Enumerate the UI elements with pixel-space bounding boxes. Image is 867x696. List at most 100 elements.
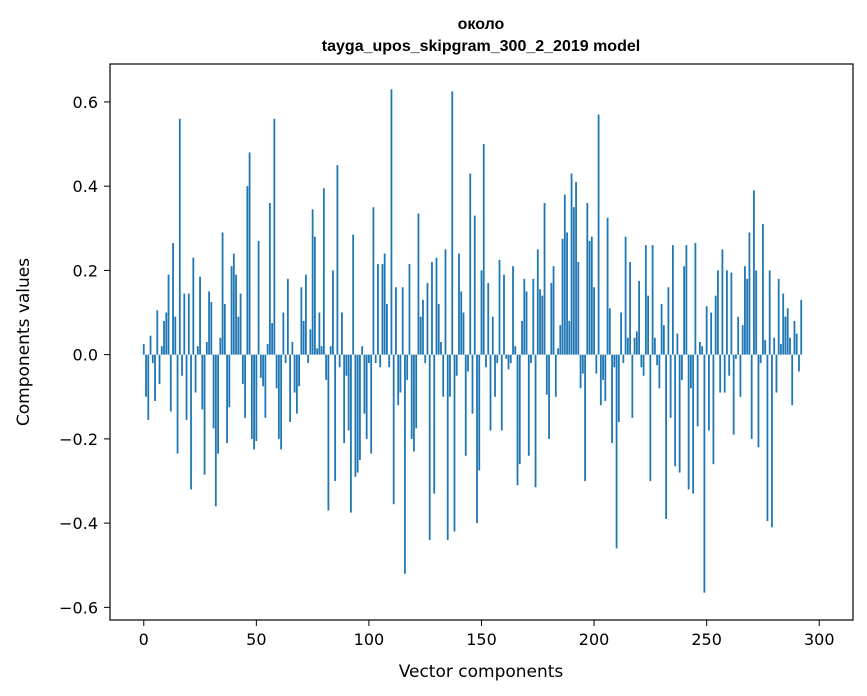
bar [629, 261, 631, 355]
bar [280, 354, 283, 450]
bar [316, 348, 319, 355]
x-tick-label: 300 [804, 630, 835, 649]
bar [228, 354, 231, 408]
bar [295, 354, 298, 414]
bar [192, 257, 195, 355]
bar [705, 306, 708, 355]
bar [640, 354, 643, 368]
bar [201, 354, 204, 410]
bar [379, 354, 382, 368]
bar [764, 339, 767, 355]
bar [284, 354, 287, 364]
bar [221, 232, 224, 355]
bar [653, 337, 656, 355]
bar [543, 203, 546, 355]
bar [635, 331, 638, 355]
bar [347, 354, 350, 431]
bar [275, 354, 278, 389]
x-tick-label: 250 [691, 630, 722, 649]
bar [386, 304, 388, 355]
bar [602, 354, 604, 380]
bar [417, 213, 420, 355]
bar [370, 354, 373, 454]
bar [548, 354, 550, 439]
bar [638, 280, 641, 355]
bar [507, 354, 510, 370]
bar [469, 173, 472, 355]
bar [446, 354, 449, 540]
bar [257, 240, 260, 355]
bar [615, 354, 618, 549]
bar [350, 354, 352, 513]
bar [473, 215, 476, 355]
bar [343, 354, 346, 444]
bar [509, 354, 512, 364]
bar [219, 337, 222, 355]
bar [451, 91, 454, 355]
bar [395, 287, 397, 355]
bar [568, 320, 571, 355]
bar [363, 354, 366, 414]
chart-title: около [458, 16, 505, 33]
bar [241, 354, 244, 385]
x-axis-ticks: 0 50 100 150 200 250 300 [139, 620, 835, 649]
bar [669, 354, 672, 418]
bar [626, 337, 629, 355]
bar [300, 287, 303, 355]
bar [491, 316, 494, 355]
bar [611, 354, 613, 444]
bar [719, 354, 722, 393]
bar [199, 276, 201, 355]
bar [685, 245, 688, 355]
bar [710, 312, 713, 355]
bar [163, 320, 165, 355]
bar [575, 181, 577, 355]
bar [536, 249, 539, 355]
bar [624, 236, 627, 355]
bar [566, 232, 568, 355]
bar [404, 354, 406, 574]
bar [617, 354, 620, 423]
bar [766, 354, 769, 522]
bar [726, 270, 728, 355]
bar [203, 354, 206, 475]
bar [426, 283, 429, 355]
bar [782, 293, 785, 355]
bar [145, 354, 147, 397]
bar [530, 354, 532, 364]
bar [341, 312, 343, 355]
bar [633, 337, 636, 355]
bar [183, 293, 186, 355]
bar [286, 278, 289, 355]
bar [455, 354, 458, 376]
bar [730, 272, 733, 355]
bar [293, 354, 296, 393]
bar [255, 354, 258, 441]
bar [557, 348, 559, 355]
bar [791, 354, 794, 406]
bar [401, 287, 404, 355]
bar [595, 354, 598, 374]
bar [181, 354, 183, 376]
bar [656, 354, 659, 366]
bar [644, 245, 647, 355]
bar [750, 354, 753, 439]
bar [307, 354, 310, 364]
bar [244, 354, 246, 418]
bar [313, 236, 316, 355]
bar [514, 346, 517, 355]
bar [728, 354, 731, 376]
bar [212, 354, 215, 429]
bar [647, 295, 650, 355]
y-axis-ticks: −0.6 −0.4 −0.2 0.0 0.2 0.4 0.6 [59, 93, 110, 617]
bar [701, 346, 704, 355]
bar [345, 354, 348, 376]
bar [660, 304, 663, 355]
bar [160, 346, 163, 355]
bar [172, 243, 174, 355]
bar [521, 320, 523, 355]
bar [453, 354, 456, 532]
bar [377, 264, 379, 355]
bar [674, 354, 677, 467]
bar [298, 354, 301, 387]
